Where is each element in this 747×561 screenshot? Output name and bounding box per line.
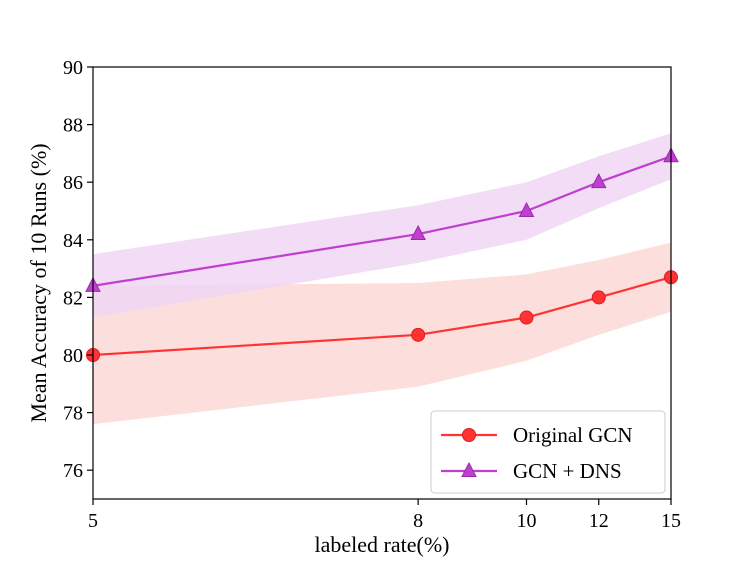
y-axis-ticks: 76 78 80 82 84 86 88 90 (63, 57, 93, 482)
legend: Original GCN GCN + DNS (430, 410, 666, 494)
y-tick-label-1: 78 (63, 403, 83, 425)
point-series-1-3 (590, 173, 607, 189)
point-series-0-3 (591, 290, 606, 305)
confidence-bands (93, 133, 671, 425)
band-series-1 (93, 133, 671, 318)
x-tick-label-3: 12 (589, 510, 609, 532)
x-axis-label: labeled rate(%) (315, 532, 450, 557)
y-tick-label-6: 88 (63, 115, 83, 137)
x-axis-ticks: 5 8 10 12 15 (88, 499, 681, 532)
y-tick-label-3: 82 (63, 287, 83, 309)
x-tick-label-4: 15 (661, 510, 681, 532)
y-tick-label-2: 80 (63, 345, 83, 367)
legend-box (430, 410, 666, 494)
y-tick-label-5: 86 (63, 172, 83, 194)
legend-label-1: GCN + DNS (513, 459, 622, 483)
legend-label-0: Original GCN (513, 423, 633, 447)
x-tick-label-1: 8 (413, 510, 423, 532)
series-markers (85, 147, 679, 362)
y-tick-label-4: 84 (63, 230, 83, 252)
x-tick-label-2: 10 (517, 510, 537, 532)
y-axis-label: Mean Accuracy of 10 Runs (%) (26, 143, 51, 422)
y-tick-label-0: 76 (63, 460, 83, 482)
plot-frame (92, 66, 672, 500)
point-series-1-2 (518, 201, 535, 217)
x-tick-label-0: 5 (88, 510, 98, 532)
point-series-1-1 (410, 224, 426, 240)
point-series-0-2 (519, 310, 534, 325)
point-series-0-1 (411, 327, 426, 342)
y-tick-label-7: 90 (63, 57, 83, 79)
legend-marker-1 (461, 461, 477, 477)
legend-marker-0 (462, 428, 476, 442)
